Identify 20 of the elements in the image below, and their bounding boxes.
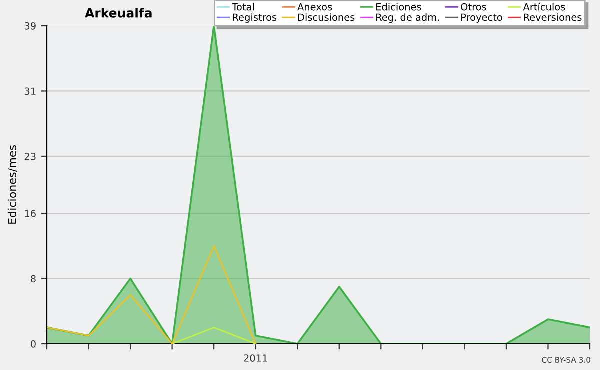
y-tick-label: 31 [24, 88, 36, 96]
y-tick-label: 23 [24, 152, 36, 160]
legend-label: Discusiones [298, 14, 355, 22]
legend-label: Anexos [298, 4, 332, 11]
x-tick-label: 2011 [244, 354, 268, 362]
line-series [47, 245, 257, 344]
y-tick-label: 8 [31, 275, 36, 283]
legend-label: Otros [461, 3, 486, 11]
chart-title: Arkeualfa [85, 8, 152, 18]
y-tick-label: 16 [25, 210, 36, 218]
legend-label: Ediciones [376, 3, 422, 11]
legend-label: Artículos [523, 2, 566, 11]
y-axis-title: Ediciones/mes [8, 146, 18, 224]
y-tick-label: 39 [24, 22, 36, 30]
legend-label: Registros [233, 14, 277, 23]
legend-label: Proyecto [462, 14, 502, 23]
y-tick-label: 0 [31, 340, 36, 348]
legend-label: Reversiones [524, 14, 582, 22]
legend-label: Total [232, 3, 254, 11]
legend-label: Reg. de adm. [376, 14, 440, 23]
